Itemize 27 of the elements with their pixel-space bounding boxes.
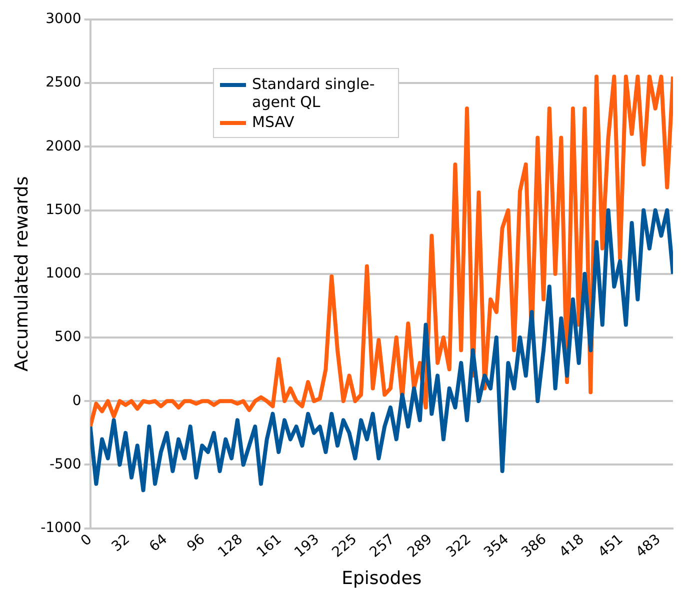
x-tick-label: 193 (292, 531, 322, 561)
y-tick-label: 3000 (46, 11, 82, 28)
x-tick-label: 451 (595, 531, 626, 561)
y-tick-label: 2000 (46, 138, 82, 154)
x-tick-label: 32 (108, 531, 133, 556)
x-tick-label: 257 (366, 531, 398, 561)
x-tick-label: 418 (556, 531, 588, 561)
legend-label: MSAV (252, 113, 294, 131)
y-tick-label: 0 (72, 392, 82, 409)
x-tick-label: 96 (184, 531, 208, 556)
y-axis-title: Accumulated rewards (11, 176, 32, 372)
x-tick-label: 161 (254, 531, 285, 561)
y-tick-label: 1500 (46, 202, 82, 218)
x-axis-title: Episodes (342, 568, 422, 589)
y-tick-label: 500 (54, 329, 82, 346)
y-tick-label: -500 (50, 456, 82, 472)
y-tick-label: 2500 (46, 74, 82, 91)
x-tick-label: 128 (215, 531, 246, 561)
x-tick-label: 386 (518, 531, 550, 561)
y-tick-label: 1000 (46, 266, 82, 282)
legend-label: Standard single-agent QL (252, 75, 376, 111)
x-tick-label: 225 (329, 531, 360, 561)
x-tick-label: 483 (633, 531, 664, 561)
x-tick-label: 322 (443, 531, 474, 561)
x-tick-label: 354 (481, 531, 512, 561)
x-tick-label: 64 (146, 531, 171, 556)
x-tick-label: 289 (404, 531, 436, 561)
